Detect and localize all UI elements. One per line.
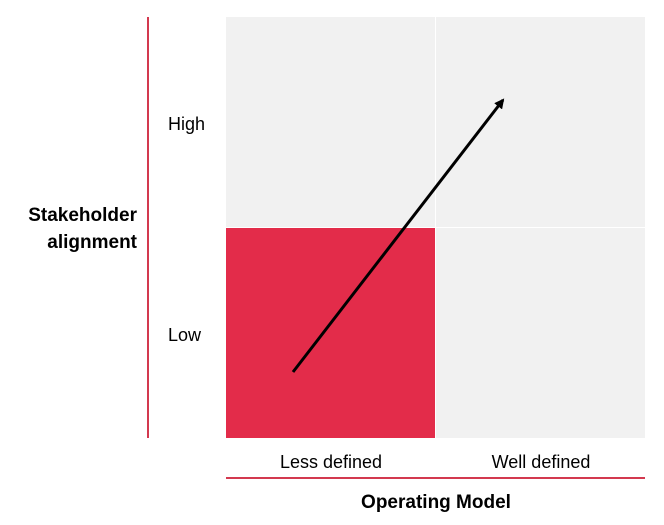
y-level-label: High (168, 114, 206, 134)
quadrant-high-well (436, 17, 645, 227)
quadrant-low-less (226, 228, 435, 438)
quadrant-low-well (436, 228, 645, 438)
arrow (291, 98, 505, 373)
x-level-label: Well defined (491, 452, 591, 472)
y-axis-title: Stakeholder alignment (28, 205, 137, 253)
x-axis-title: Operating Model (361, 492, 511, 513)
y-level-label: Low (168, 325, 202, 345)
quadrant-high-less (226, 17, 435, 227)
x-level-label: Less defined (279, 452, 383, 472)
